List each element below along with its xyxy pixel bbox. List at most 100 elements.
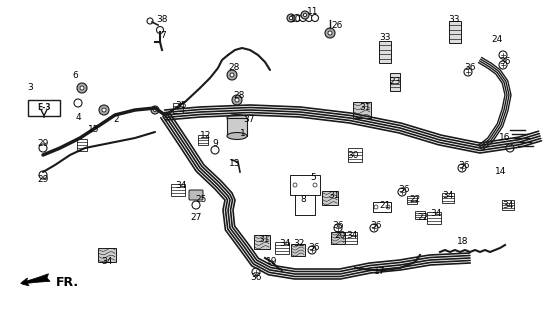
Text: 10: 10 — [290, 15, 302, 25]
Text: 16: 16 — [499, 133, 511, 142]
Circle shape — [374, 205, 378, 209]
Text: 36: 36 — [250, 274, 262, 283]
Text: 18: 18 — [457, 237, 469, 246]
Text: 27: 27 — [190, 213, 202, 222]
Text: 5: 5 — [310, 173, 316, 182]
Text: 29: 29 — [37, 175, 49, 185]
Bar — [290, 175, 320, 195]
Text: 23: 23 — [389, 77, 401, 86]
Bar — [331, 232, 345, 244]
Circle shape — [312, 14, 318, 21]
Bar — [275, 242, 289, 254]
Bar — [379, 41, 391, 63]
Bar — [427, 212, 441, 224]
Bar — [407, 196, 417, 204]
Circle shape — [80, 86, 84, 90]
Text: 8: 8 — [300, 196, 306, 204]
Circle shape — [306, 14, 312, 21]
Circle shape — [386, 205, 390, 209]
Circle shape — [39, 144, 47, 152]
Bar — [502, 200, 514, 210]
Ellipse shape — [227, 132, 247, 140]
Bar — [390, 73, 400, 91]
Circle shape — [287, 14, 295, 22]
Circle shape — [230, 73, 234, 77]
Bar — [415, 211, 425, 219]
Circle shape — [102, 108, 106, 112]
Bar — [98, 248, 116, 262]
Text: E-3: E-3 — [37, 103, 51, 113]
Circle shape — [192, 201, 200, 209]
Text: 3: 3 — [27, 84, 33, 92]
Text: 32: 32 — [293, 238, 305, 247]
Circle shape — [370, 224, 378, 232]
Text: 36: 36 — [370, 220, 381, 229]
Text: 29: 29 — [37, 139, 49, 148]
Text: 31: 31 — [258, 236, 270, 244]
FancyBboxPatch shape — [28, 100, 60, 116]
Bar — [254, 235, 270, 249]
Text: 34: 34 — [431, 209, 441, 218]
Circle shape — [99, 105, 109, 115]
Text: 30: 30 — [347, 150, 359, 159]
Text: 38: 38 — [156, 15, 168, 25]
Text: 19: 19 — [267, 258, 278, 267]
Text: 2: 2 — [113, 116, 119, 124]
Text: 36: 36 — [499, 58, 511, 67]
Circle shape — [506, 144, 514, 152]
Text: 24: 24 — [492, 36, 502, 44]
Text: 34: 34 — [175, 180, 187, 189]
Circle shape — [313, 183, 317, 187]
Bar — [322, 191, 338, 205]
Text: 11: 11 — [307, 7, 319, 17]
Circle shape — [308, 246, 316, 254]
Text: 22: 22 — [417, 213, 428, 222]
Circle shape — [334, 224, 342, 232]
Circle shape — [325, 28, 335, 38]
Circle shape — [499, 51, 507, 59]
Text: 9: 9 — [212, 139, 218, 148]
Circle shape — [39, 171, 47, 179]
Text: 28: 28 — [228, 63, 240, 73]
Text: 36: 36 — [464, 63, 476, 73]
Text: 33: 33 — [379, 34, 391, 43]
Circle shape — [232, 95, 242, 105]
Circle shape — [301, 11, 309, 19]
Text: 17: 17 — [374, 268, 386, 276]
Bar — [291, 244, 305, 256]
Circle shape — [74, 99, 82, 107]
Text: 33: 33 — [448, 15, 460, 25]
Circle shape — [147, 18, 153, 24]
Text: FR.: FR. — [56, 276, 79, 290]
Text: 36: 36 — [332, 220, 344, 229]
Text: 36: 36 — [308, 244, 320, 252]
Text: 1: 1 — [240, 129, 246, 138]
Circle shape — [211, 146, 219, 154]
Text: 28: 28 — [233, 91, 245, 100]
Text: 14: 14 — [495, 167, 507, 177]
Text: 21: 21 — [379, 201, 391, 210]
Circle shape — [300, 14, 306, 21]
Text: 4: 4 — [75, 114, 81, 123]
Text: 6: 6 — [72, 70, 78, 79]
Bar — [227, 118, 247, 136]
Bar — [442, 193, 454, 203]
Circle shape — [77, 83, 87, 93]
Circle shape — [151, 106, 159, 114]
Circle shape — [294, 14, 300, 21]
Text: 7: 7 — [160, 30, 166, 39]
Bar — [449, 21, 461, 43]
Text: 26: 26 — [331, 20, 343, 29]
Text: 25: 25 — [195, 196, 207, 204]
Bar — [198, 135, 208, 145]
Text: 12: 12 — [201, 131, 211, 140]
Text: 35: 35 — [175, 100, 187, 109]
Circle shape — [458, 164, 466, 172]
Circle shape — [304, 13, 307, 17]
Text: 34: 34 — [101, 258, 113, 267]
Circle shape — [289, 16, 293, 20]
Ellipse shape — [227, 115, 247, 122]
Text: 36: 36 — [398, 186, 410, 195]
Circle shape — [227, 70, 237, 80]
Circle shape — [464, 68, 472, 76]
